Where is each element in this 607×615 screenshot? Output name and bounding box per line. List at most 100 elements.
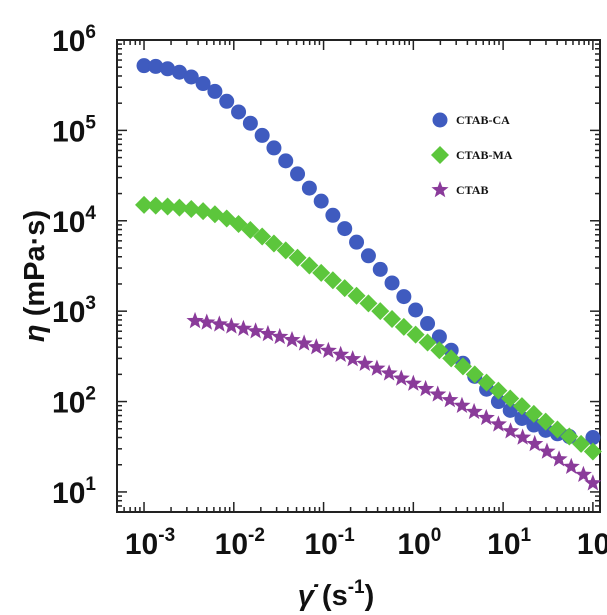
data-point	[276, 241, 295, 260]
data-point	[489, 381, 508, 400]
data-point	[254, 127, 270, 143]
data-point	[371, 302, 390, 321]
data-point	[207, 83, 223, 99]
data-point	[259, 324, 277, 342]
series-ctab-ca	[136, 58, 601, 446]
data-point	[349, 234, 365, 250]
data-point	[158, 197, 177, 216]
legend-label-ctab: CTAB	[456, 183, 488, 197]
data-point	[356, 354, 374, 372]
data-point	[186, 311, 204, 329]
data-point	[430, 341, 449, 360]
data-point	[408, 302, 424, 318]
legend-marker-ctab-ma	[431, 146, 449, 164]
data-point	[264, 234, 283, 253]
y-tick-label: 104	[52, 203, 96, 239]
x-tick-label: 10-2	[215, 525, 265, 561]
data-point	[442, 349, 461, 368]
data-point	[247, 322, 265, 339]
y-tick-label: 102	[52, 384, 96, 420]
data-point	[394, 317, 413, 336]
data-point	[222, 317, 240, 334]
data-point	[312, 263, 331, 282]
x-axis-unit-exponent: -1	[348, 577, 365, 598]
x-axis-symbol: γ̇	[298, 580, 319, 612]
data-point	[574, 465, 592, 483]
data-point	[420, 316, 436, 332]
data-point	[360, 248, 376, 264]
y-tick-label: 101	[52, 474, 96, 510]
data-point	[429, 385, 447, 402]
data-point	[512, 397, 531, 416]
y-axis-title: η (mPa·s)	[19, 210, 51, 342]
data-point	[453, 357, 472, 376]
data-point	[396, 289, 412, 305]
data-point	[406, 325, 425, 344]
data-point	[325, 207, 341, 223]
data-point	[146, 196, 165, 215]
data-point	[583, 442, 602, 461]
data-point	[241, 221, 260, 240]
data-point	[383, 309, 402, 328]
legend-label-ctab-ca: CTAB-CA	[456, 113, 510, 127]
data-point	[560, 427, 579, 446]
data-point	[332, 345, 350, 362]
data-point	[290, 166, 306, 182]
data-point	[572, 434, 591, 453]
data-point	[392, 369, 410, 386]
y-tick-label: 105	[52, 112, 96, 148]
data-point	[514, 428, 532, 445]
data-point	[524, 404, 543, 423]
data-point	[562, 457, 580, 475]
y-axis-unit: (mPa·s)	[19, 210, 51, 324]
data-point	[231, 104, 247, 120]
data-point	[368, 359, 386, 376]
data-point	[323, 271, 342, 290]
data-point	[538, 442, 556, 459]
data-point	[418, 333, 437, 352]
data-point	[219, 93, 235, 109]
data-point	[307, 338, 325, 355]
data-point	[195, 76, 211, 92]
legend-label-ctab-ma: CTAB-MA	[456, 148, 513, 162]
legend: CTAB-CA CTAB-MA CTAB	[431, 112, 513, 198]
x-axis-unit: (s	[314, 580, 348, 612]
data-point	[344, 350, 362, 367]
data-point	[441, 391, 459, 408]
data-point	[337, 221, 353, 237]
data-point	[242, 115, 258, 131]
data-point	[417, 379, 435, 397]
data-point	[548, 420, 567, 439]
data-point	[234, 319, 252, 336]
x-tick-label: 10-1	[304, 525, 355, 561]
plot-frame	[116, 39, 601, 513]
data-point	[135, 195, 154, 214]
data-point	[160, 61, 176, 77]
data-point	[313, 193, 329, 209]
data-point	[584, 474, 602, 491]
x-axis-unit-close: )	[365, 580, 375, 612]
data-point	[536, 412, 555, 431]
data-point	[380, 364, 398, 381]
data-point	[465, 365, 484, 384]
y-axis-tick-labels: 101 102 103 104 105 106	[52, 22, 96, 510]
data-point	[319, 341, 337, 359]
data-point	[501, 389, 520, 408]
data-point	[283, 330, 301, 348]
data-point	[170, 198, 189, 217]
data-point	[301, 180, 317, 196]
x-tick-label: 101	[487, 525, 531, 561]
data-point	[431, 329, 447, 345]
series-ctab-ma	[135, 195, 602, 461]
data-point	[477, 373, 496, 392]
data-point	[300, 256, 319, 275]
legend-marker-ctab	[431, 181, 449, 198]
data-point	[372, 261, 388, 277]
x-tick-label: 10-3	[125, 525, 175, 561]
data-point	[171, 64, 187, 80]
data-point	[266, 140, 282, 156]
data-point	[477, 408, 495, 426]
data-point	[136, 58, 152, 74]
data-point	[384, 275, 400, 291]
